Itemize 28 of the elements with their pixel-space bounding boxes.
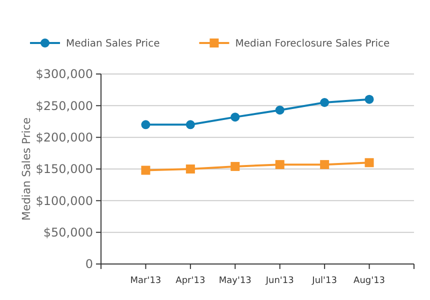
x-tick-label: Jun'13	[264, 276, 294, 286]
point	[186, 164, 195, 174]
point	[275, 106, 284, 115]
point	[230, 112, 240, 122]
y-tick-label: 0	[85, 257, 93, 272]
x-tick-label: Mar'13	[130, 276, 162, 286]
y-tick-label: $250,000	[36, 98, 93, 113]
y-tick-label: $300,000	[36, 67, 93, 82]
point	[320, 160, 330, 170]
x-tick-label: Aug'13	[354, 276, 386, 286]
y-tick-label: $200,000	[36, 130, 93, 145]
legend-label: Median Sales Price	[66, 38, 160, 50]
point	[364, 158, 374, 168]
x-tick-label: Jul'13	[311, 276, 337, 286]
y-tick-label: $50,000	[43, 226, 93, 240]
y-tick-label: $100,000	[36, 194, 93, 208]
point	[320, 98, 330, 107]
x-tick-label: May'13	[218, 276, 252, 286]
point	[141, 120, 150, 130]
x-tick-label: Apr'13	[176, 276, 206, 286]
point	[230, 162, 240, 171]
legend-label: Median Foreclosure Sales Price	[235, 38, 390, 50]
y-tick-label: $150,000	[36, 162, 93, 176]
y-axis-title: Median Sales Price	[20, 117, 33, 221]
point	[364, 94, 374, 104]
point	[141, 166, 150, 175]
point	[186, 120, 195, 130]
point	[275, 160, 284, 170]
